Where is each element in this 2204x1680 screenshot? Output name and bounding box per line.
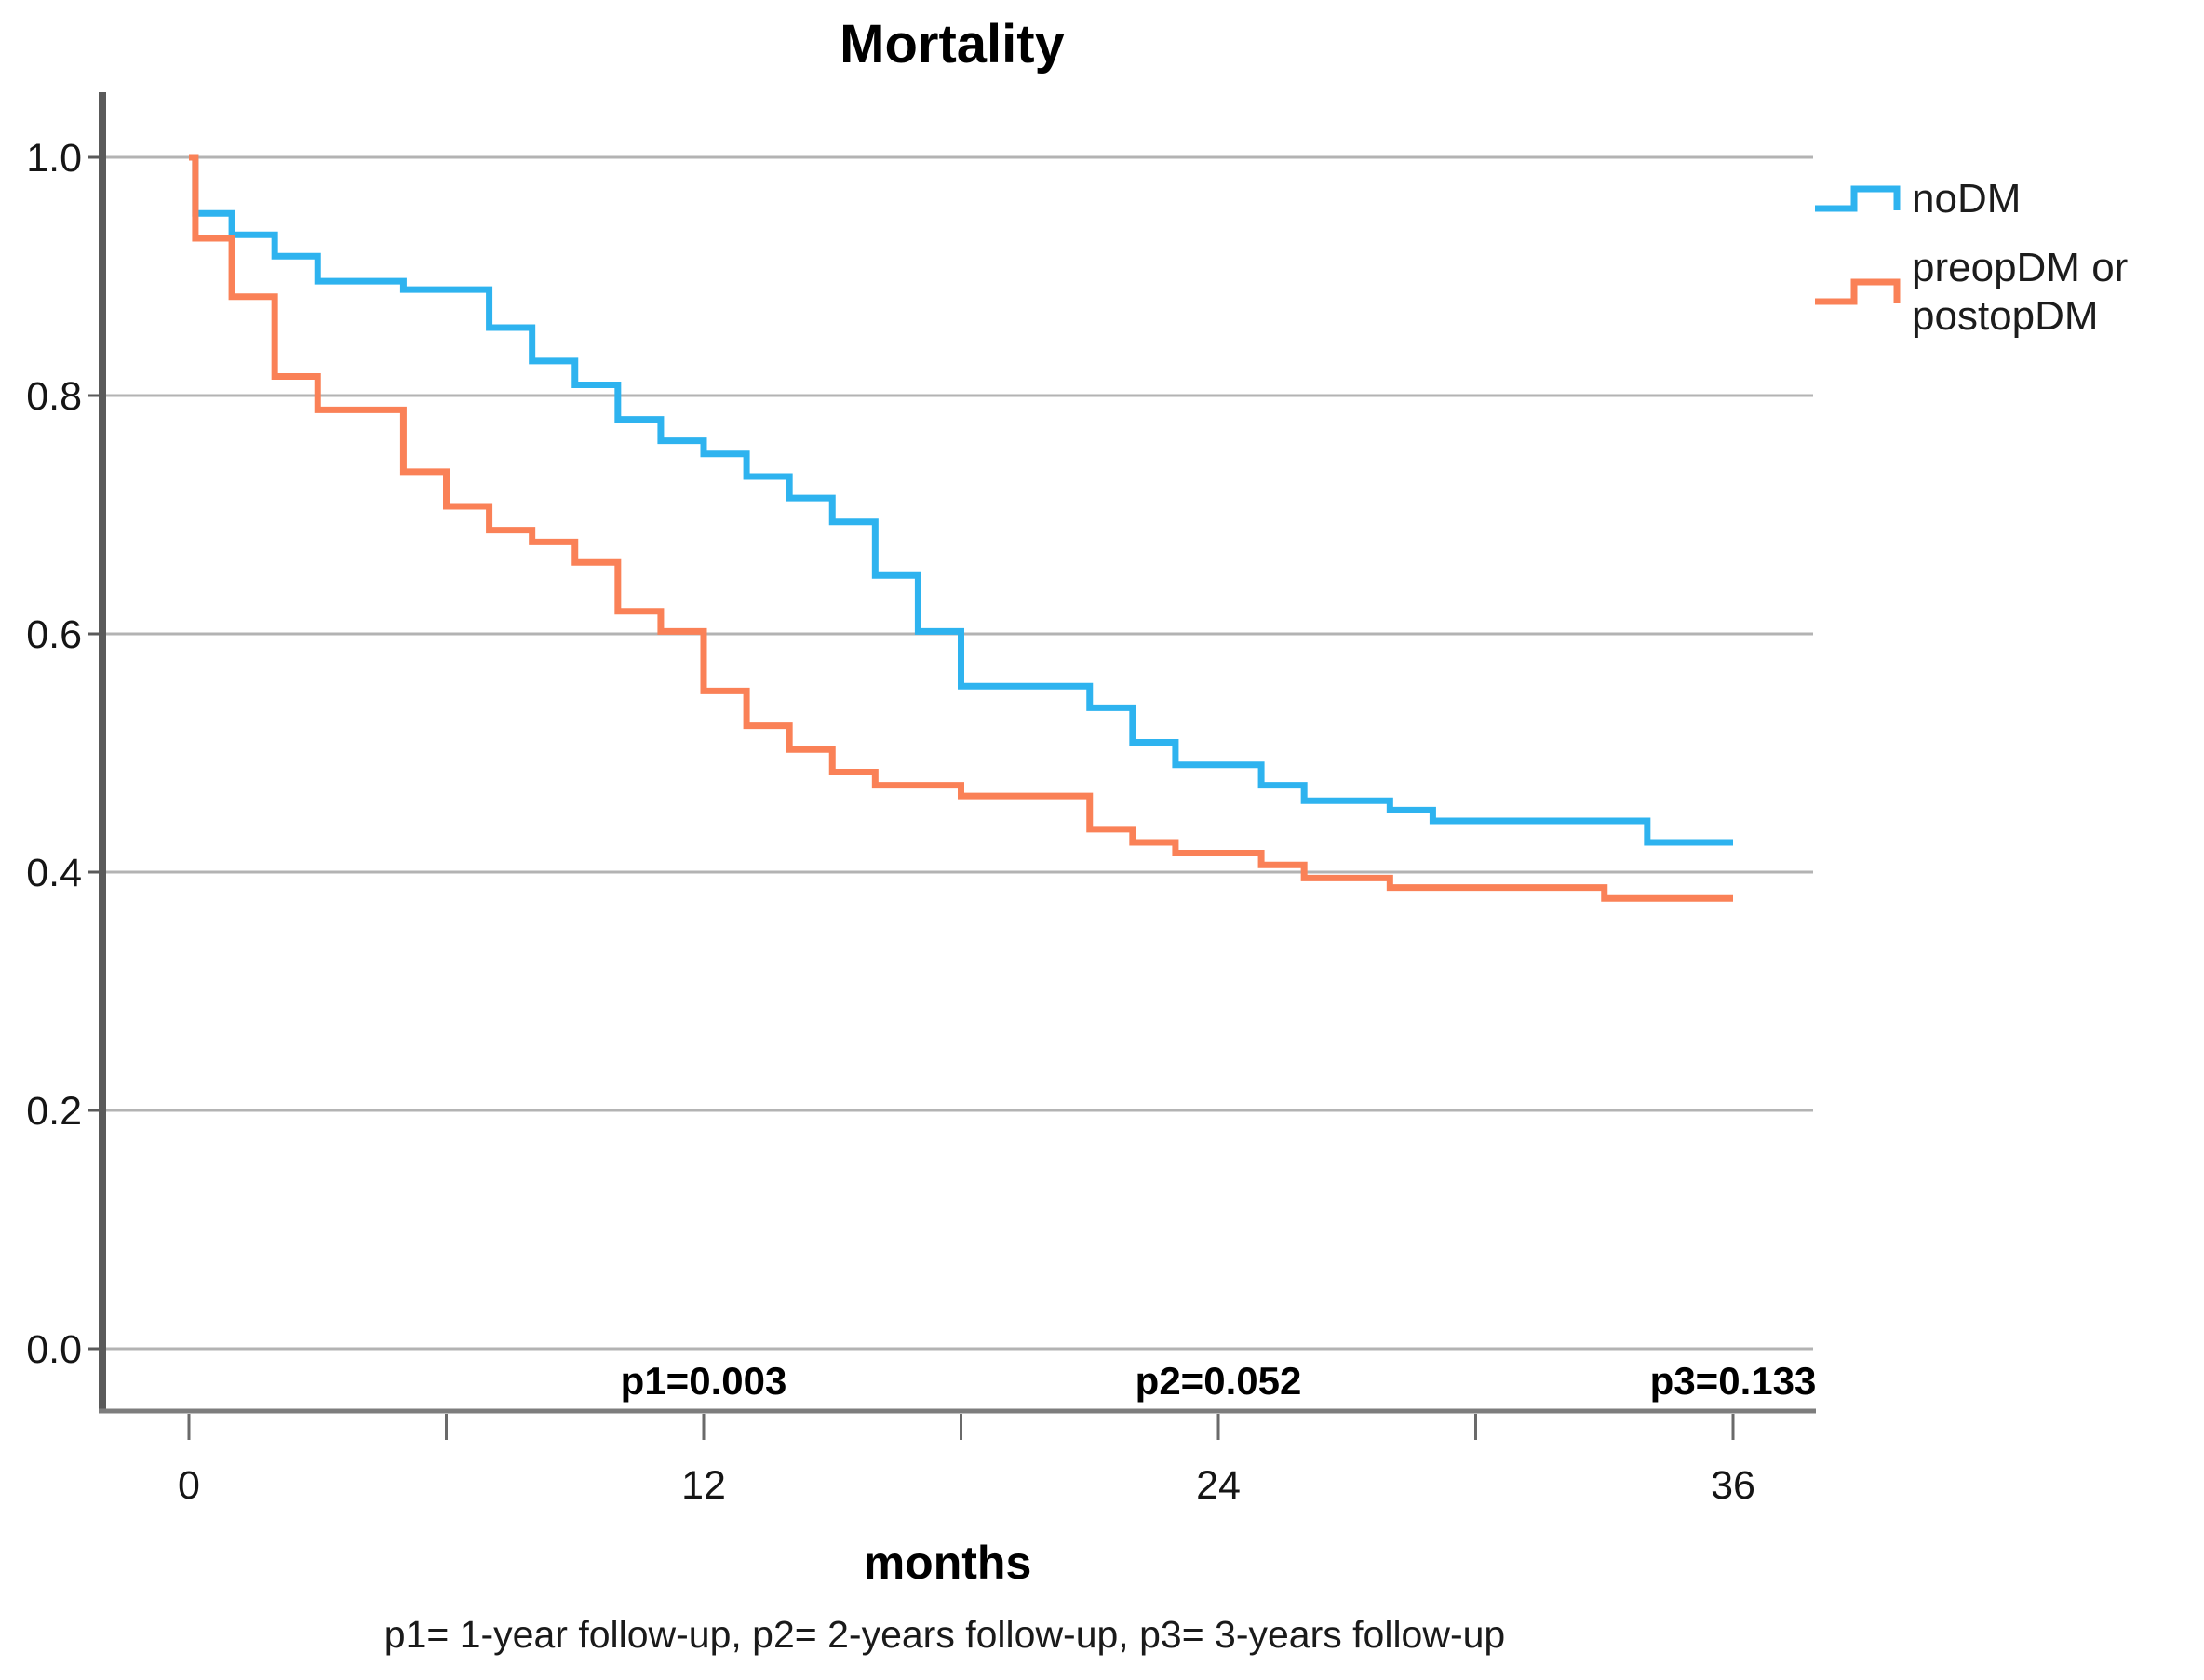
y-tick-label-0.4: 0.4 <box>26 851 82 895</box>
y-tick-label-0.8: 0.8 <box>26 374 82 419</box>
survival-curve-dm <box>189 154 1733 902</box>
chart-title: Mortality <box>840 14 1065 74</box>
survival-curve-nodm <box>189 154 1733 846</box>
p-value-annotation-1: p1=0.003 <box>621 1359 787 1403</box>
p-value-annotation-2: p2=0.052 <box>1136 1359 1302 1403</box>
y-tick-label-0.6: 0.6 <box>26 612 82 657</box>
legend-step-glyph-blue <box>1815 185 1901 212</box>
legend-entry-preop-postop-dm: preopDM or postopDM <box>1813 244 2204 341</box>
footnote: p1= 1-year follow-up, p2= 2-years follow… <box>383 1613 1506 1656</box>
legend-label-preop-postop-dm: preopDM or postopDM <box>1912 244 2129 339</box>
legend-step-glyph-orange <box>1815 278 1901 305</box>
legend-entry-nodm: noDM <box>1813 175 2204 223</box>
x-tick-label-24: 24 <box>1196 1463 1241 1508</box>
legend-label-nodm: noDM <box>1912 176 2022 222</box>
x-tick-label-0: 0 <box>178 1463 200 1508</box>
x-tick-label-12: 12 <box>681 1463 726 1508</box>
legend: noDM preopDM or postopDM <box>1813 175 2204 361</box>
x-axis-title: months <box>863 1537 1032 1589</box>
y-tick-label-0.0: 0.0 <box>26 1327 82 1372</box>
y-tick-label-0.2: 0.2 <box>26 1089 82 1134</box>
y-tick-label-1.0: 1.0 <box>26 136 82 181</box>
p-value-annotation-3: p3=0.133 <box>1650 1359 1817 1403</box>
x-tick-label-36: 36 <box>1711 1463 1755 1508</box>
